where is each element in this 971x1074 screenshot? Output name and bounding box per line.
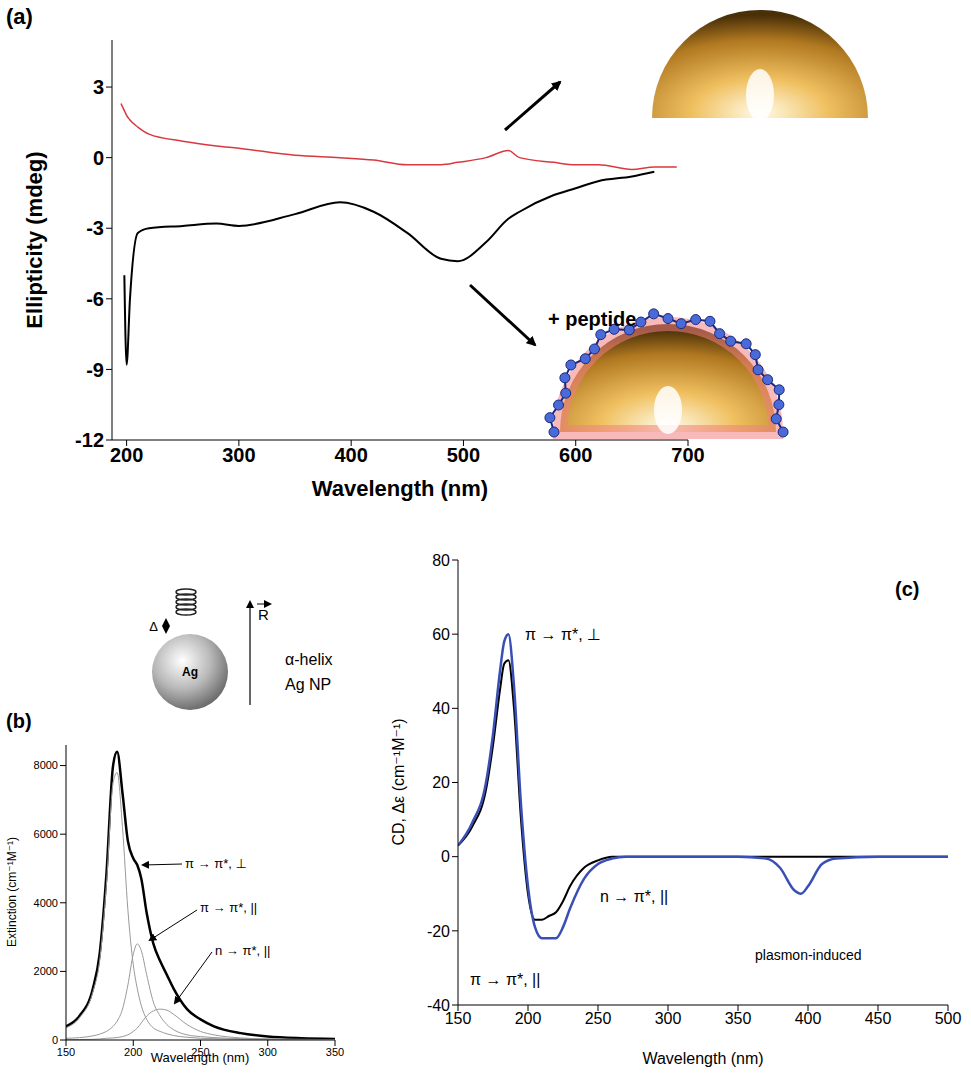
svg-text:+ peptide: + peptide <box>548 308 636 330</box>
svg-text:8000: 8000 <box>34 759 58 771</box>
svg-text:700: 700 <box>671 444 704 466</box>
svg-text:500: 500 <box>447 444 480 466</box>
svg-text:π → π*, ||: π → π*, || <box>470 971 540 988</box>
svg-text:300: 300 <box>259 1046 277 1058</box>
svg-text:α-helix: α-helix <box>285 651 332 668</box>
svg-text:CD, Δε (cm⁻¹M⁻¹): CD, Δε (cm⁻¹M⁻¹) <box>390 718 407 845</box>
svg-text:2000: 2000 <box>34 965 58 977</box>
svg-text:plasmon-induced: plasmon-induced <box>755 947 862 963</box>
svg-text:Wavelength (nm): Wavelength (nm) <box>151 1050 250 1065</box>
svg-text:300: 300 <box>222 444 255 466</box>
svg-text:200: 200 <box>515 1010 542 1027</box>
svg-text:150: 150 <box>444 1010 472 1028</box>
svg-text:Wavelength (nm): Wavelength (nm) <box>312 476 488 501</box>
svg-text:0: 0 <box>52 1034 58 1046</box>
svg-text:350: 350 <box>326 1046 344 1058</box>
svg-text:(c): (c) <box>895 578 919 600</box>
svg-text:π → π*, ||: π → π*, || <box>200 900 257 915</box>
svg-text:150: 150 <box>57 1046 75 1058</box>
svg-text:n → π*, ||: n → π*, || <box>600 888 668 905</box>
svg-text:Ellipticity (mdeg): Ellipticity (mdeg) <box>22 151 47 328</box>
svg-text:n → π*, ||: n → π*, || <box>215 943 270 958</box>
svg-text:π → π*, ⊥: π → π*, ⊥ <box>185 856 247 871</box>
svg-text:250: 250 <box>585 1010 612 1027</box>
svg-text:4000: 4000 <box>34 897 58 909</box>
svg-text:60: 60 <box>432 626 450 643</box>
svg-text:(b): (b) <box>6 710 32 732</box>
svg-text:-40: -40 <box>427 997 450 1014</box>
svg-text:R: R <box>258 606 269 623</box>
svg-text:200: 200 <box>110 444 143 466</box>
svg-text:3: 3 <box>93 76 104 98</box>
svg-text:Ag: Ag <box>182 665 198 679</box>
svg-text:-12: -12 <box>75 429 104 451</box>
svg-text:300: 300 <box>655 1010 682 1027</box>
svg-text:450: 450 <box>865 1010 892 1027</box>
svg-text:400: 400 <box>334 444 367 466</box>
svg-text:-3: -3 <box>86 217 104 239</box>
svg-text:-6: -6 <box>86 288 104 310</box>
svg-text:80: 80 <box>432 552 450 569</box>
svg-text:6000: 6000 <box>34 828 58 840</box>
svg-text:0: 0 <box>93 147 104 169</box>
svg-text:-9: -9 <box>86 359 104 381</box>
svg-text:Δ: Δ <box>149 619 158 634</box>
svg-text:40: 40 <box>432 700 450 717</box>
svg-text:200: 200 <box>124 1046 142 1058</box>
svg-text:(a): (a) <box>6 4 33 29</box>
svg-text:Wavelength (nm): Wavelength (nm) <box>642 1050 763 1067</box>
svg-text:500: 500 <box>935 1010 962 1027</box>
svg-text:600: 600 <box>559 444 592 466</box>
svg-text:400: 400 <box>795 1010 822 1027</box>
svg-text:π → π*, ⊥: π → π*, ⊥ <box>525 626 601 643</box>
svg-text:-20: -20 <box>427 923 450 940</box>
svg-text:250: 250 <box>191 1046 209 1058</box>
svg-text:Ag NP: Ag NP <box>285 676 331 693</box>
svg-text:Extinction (cm⁻¹M⁻¹): Extinction (cm⁻¹M⁻¹) <box>5 837 19 947</box>
svg-text:20: 20 <box>432 774 450 791</box>
svg-text:350: 350 <box>725 1010 752 1027</box>
svg-text:0: 0 <box>441 848 450 865</box>
